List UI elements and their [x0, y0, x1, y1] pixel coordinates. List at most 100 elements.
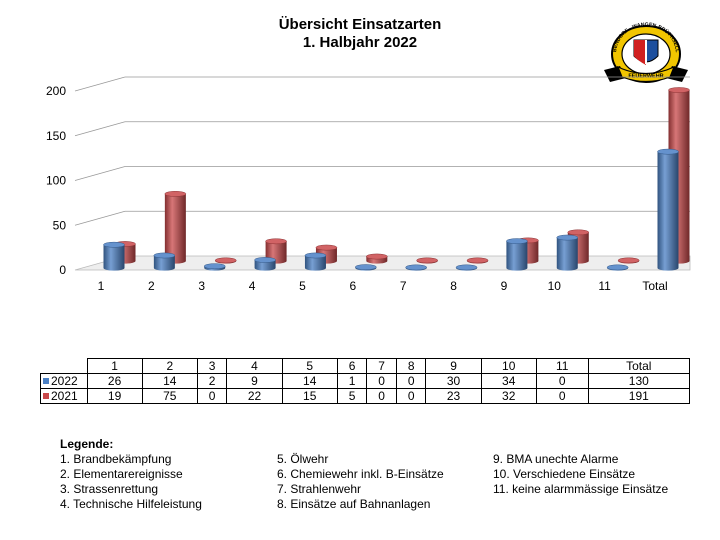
table-corner [40, 358, 88, 374]
table-cell: 2 [196, 373, 228, 389]
bar-2021 [466, 257, 489, 264]
table-header-cell: 9 [425, 358, 482, 374]
bar-2022 [455, 264, 478, 271]
x-tick-label: 6 [349, 279, 356, 293]
bar-2021 [214, 257, 237, 264]
data-table: 1 2 3 4 5 6 7 8 9 10 11 Total 2022 26 14 2 9 14 1 0 0 30 34 0 13… [40, 358, 691, 404]
bar-2021 [617, 257, 640, 264]
x-tick-label: 11 [598, 279, 611, 293]
table-cell: 26 [86, 373, 143, 389]
legend-item: 6. Chemiewehr inkl. B-Einsätze [277, 467, 444, 481]
legend-column-2: 5. Ölwehr 6. Chemiewehr inkl. B-Einsätze 7… [277, 452, 444, 512]
y-tick-label: 100 [46, 174, 66, 188]
bar-2022 [405, 264, 427, 271]
table-cell: 15 [281, 388, 338, 404]
bar-2022 [506, 238, 528, 271]
table-cell: 34 [480, 373, 537, 389]
table-cell: 0 [366, 373, 397, 389]
chart-title: Übersicht Einsatzarten 1. Halbjahr 2022 [0, 16, 720, 52]
table-header-cell: Total [587, 358, 691, 374]
table-header-cell: 8 [395, 358, 427, 374]
table-cell: 14 [281, 373, 338, 389]
table-cell: 1 [336, 373, 368, 389]
table-cell: 0 [535, 373, 589, 389]
table-cell: 0 [395, 388, 427, 404]
bar-2022 [103, 241, 125, 271]
x-tick-label: 10 [548, 279, 562, 293]
bar-2021 [164, 191, 187, 264]
bar-2021 [416, 257, 438, 264]
x-tick-label: 7 [400, 279, 407, 293]
table-header-cell: 5 [281, 358, 338, 374]
y-tick-label: 50 [53, 218, 67, 232]
table-header-row: 1 2 3 4 5 6 7 8 9 10 11 Total [40, 358, 691, 374]
table-cell: 22 [226, 388, 283, 404]
legend-item: 10. Verschiedene Einsätze [493, 467, 636, 481]
y-tick-label: 200 [46, 84, 66, 98]
table-row: 2021 19 75 0 22 15 5 0 0 23 32 0 191 [40, 388, 691, 404]
table-row-label: 2022 [40, 373, 88, 389]
gridline-side [74, 121, 126, 137]
bar-2022 [153, 252, 176, 271]
series-swatch [43, 393, 49, 399]
x-tick-label: 4 [249, 279, 256, 293]
table-header-cell: 4 [226, 358, 283, 374]
legend-item: 9. BMA unechte Alarme [493, 452, 619, 466]
bar-2022 [556, 234, 579, 271]
table-header-cell: 11 [535, 358, 589, 374]
table-cell: 75 [141, 388, 198, 404]
bar-2021 [366, 253, 388, 264]
table-row: 2022 26 14 2 9 14 1 0 0 30 34 0 130 [40, 373, 691, 389]
bar-2022 [203, 263, 226, 271]
fire-department-logo: DÜBENDORF · WANGEN-BRÜTTISELLEN FEUERWEH… [604, 20, 688, 83]
legend-item: 5. Ölwehr [277, 452, 329, 466]
table-cell: 0 [535, 388, 589, 404]
table-header-cell: 1 [86, 358, 143, 374]
gridline-side [74, 76, 126, 92]
y-tick-label: 150 [46, 129, 66, 143]
legend-item: 7. Strahlenwehr [277, 482, 362, 496]
legend-item: 4. Technische Hilfeleistung [60, 497, 202, 511]
table-cell: 0 [366, 388, 397, 404]
legend-column-1: 1. Brandbekämpfung 2. Elementarereignisse… [60, 452, 202, 512]
table-cell: 14 [141, 373, 198, 389]
bar-2022 [657, 148, 679, 271]
x-tick-label: 3 [198, 279, 205, 293]
table-cell: 0 [196, 388, 228, 404]
bar-chart: 0 50 100 150 200 1 2 3 4 5 6 7 8 9 10 11 Total [46, 76, 691, 293]
x-tick-label: 1 [98, 279, 105, 293]
legend-item: 11. keine alarmmässige Einsätze [493, 482, 669, 496]
table-header-cell: 2 [141, 358, 198, 374]
x-tick-label: 2 [148, 279, 155, 293]
bar-2022 [254, 257, 276, 271]
table-cell: 0 [395, 373, 427, 389]
y-tick-label: 0 [59, 263, 66, 277]
table-header-cell: 10 [480, 358, 537, 374]
gridline-side [74, 166, 126, 181]
table-cell: 191 [587, 388, 691, 404]
x-tick-label: 5 [299, 279, 306, 293]
table-cell: 5 [336, 388, 368, 404]
legend-heading: Legende: [60, 437, 114, 451]
legend-item: 3. Strassenrettung [60, 482, 159, 496]
bar-2022 [304, 252, 327, 271]
legend-item: 8. Einsätze auf Bahnanlagen [277, 497, 431, 511]
x-tick-label: Total [642, 279, 667, 293]
legend-item: 2. Elementarereignisse [60, 467, 183, 481]
legend-item: 1. Brandbekämpfung [60, 452, 172, 466]
bar-2022 [355, 264, 377, 271]
table-cell: 19 [86, 388, 143, 404]
table-cell: 23 [425, 388, 482, 404]
legend-column-3: 9. BMA unechte Alarme 10. Verschiedene Ei… [493, 452, 668, 497]
table-row-label: 2021 [40, 388, 88, 404]
table-header-cell: 3 [196, 358, 228, 374]
chart-title-line2: 1. Halbjahr 2022 [302, 34, 418, 51]
table-cell: 130 [587, 373, 691, 389]
x-tick-label: 8 [450, 279, 457, 293]
bar-2022 [606, 264, 629, 271]
table-header-cell: 7 [366, 358, 397, 374]
gridline-side [74, 210, 126, 226]
table-header-cell: 6 [336, 358, 368, 374]
chart-title-line1: Übersicht Einsatzarten [278, 16, 442, 33]
x-tick-label: 9 [501, 279, 508, 293]
